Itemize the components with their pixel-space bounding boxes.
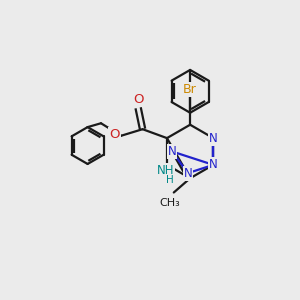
Text: O: O xyxy=(133,93,143,106)
Text: H: H xyxy=(166,175,174,185)
Text: N: N xyxy=(168,145,176,158)
Text: N: N xyxy=(184,167,192,180)
Text: NH: NH xyxy=(157,164,174,177)
Text: N: N xyxy=(209,158,218,171)
Text: CH₃: CH₃ xyxy=(159,198,180,208)
Text: O: O xyxy=(110,128,120,141)
Text: Br: Br xyxy=(183,83,197,96)
Text: N: N xyxy=(209,132,218,145)
